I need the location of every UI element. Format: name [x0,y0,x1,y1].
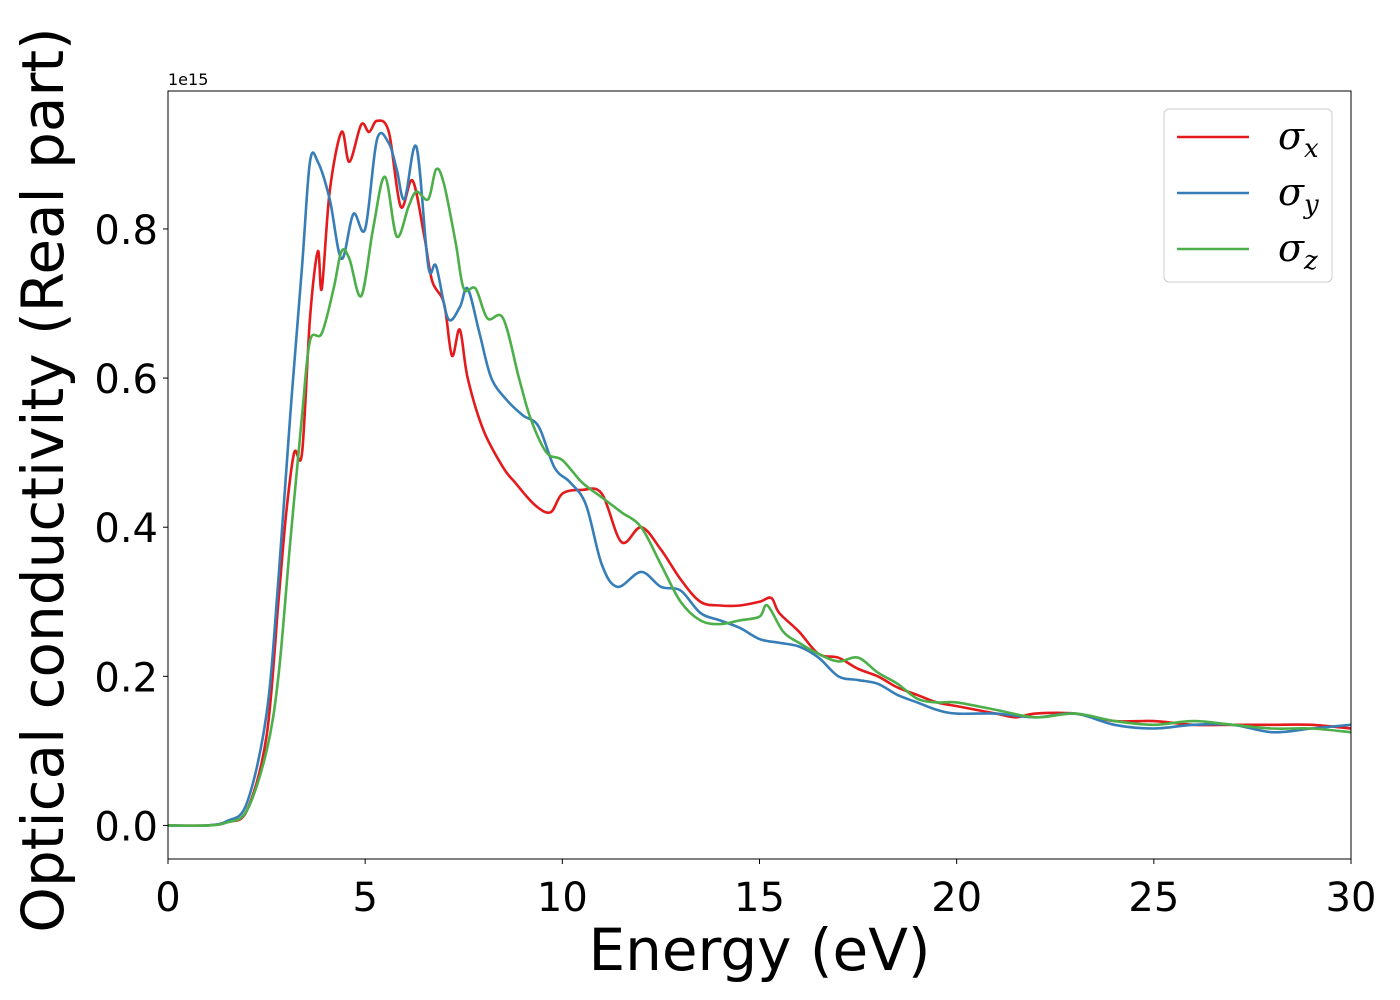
x-tick-label: 30 [1326,875,1377,921]
y-tick-label: 0.4 [94,506,158,552]
legend-label-z: σz [1278,226,1318,276]
x-axis-title: Energy (eV) [588,916,930,984]
x-tick-label: 5 [352,875,377,921]
y-tick-label: 0.8 [94,208,158,254]
x-tick-label: 25 [1128,875,1179,921]
y-axis-title: Optical conductivity (Real part) [9,27,77,932]
series-line-z [168,167,1351,827]
legend: σx σy σz [1163,108,1333,283]
y-tick-label: 0.6 [94,357,158,403]
x-tick-label: 15 [734,875,785,921]
x-tick-label: 10 [537,875,588,921]
y-axis: 0.0 0.2 0.4 0.6 0.8 [94,208,168,850]
y-axis-offset-label: 1e15 [168,70,208,89]
legend-box [1163,108,1333,283]
series-line-x [168,119,1351,828]
y-tick-label: 0.0 [94,804,158,850]
legend-label-x: σx [1278,114,1319,164]
x-tick-label: 20 [931,875,982,921]
x-tick-label: 0 [155,875,180,921]
legend-label-y: σy [1278,170,1319,220]
series-line-y [168,131,1351,828]
x-axis: 0 5 10 15 20 25 30 [155,859,1376,921]
y-tick-label: 0.2 [94,655,158,701]
series-layer [168,119,1351,828]
